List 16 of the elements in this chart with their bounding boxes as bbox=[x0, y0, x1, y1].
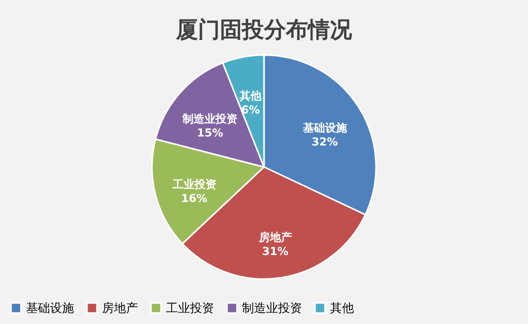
slice-label: 房地产 bbox=[258, 231, 292, 244]
slice-label: 基础设施 bbox=[302, 121, 348, 134]
legend-label: 房地产 bbox=[102, 301, 138, 315]
legend-label: 基础设施 bbox=[26, 301, 74, 315]
slice-label: 其他 bbox=[238, 89, 263, 102]
legend-label: 工业投资 bbox=[166, 301, 214, 315]
data-label: 31% bbox=[262, 245, 288, 258]
legend-label: 制造业投资 bbox=[242, 301, 302, 315]
data-label: 6% bbox=[241, 103, 260, 116]
legend-label: 其他 bbox=[330, 301, 354, 315]
data-label: 32% bbox=[312, 135, 338, 148]
data-label: 15% bbox=[196, 126, 224, 140]
slice-label: 制造业投资 bbox=[181, 112, 238, 126]
slice-label: 工业投资 bbox=[171, 178, 216, 191]
data-label: 16% bbox=[181, 192, 208, 205]
chart-title: 厦门固投分布情况 bbox=[175, 17, 353, 43]
